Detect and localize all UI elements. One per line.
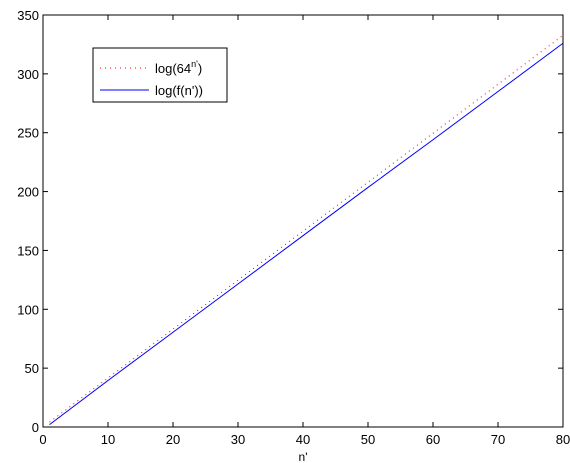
y-tick-label: 50 [25, 361, 39, 376]
x-tick-label: 40 [296, 432, 310, 447]
x-tick-label: 20 [166, 432, 180, 447]
y-tick-label: 250 [17, 126, 39, 141]
axes: 0 10 20 30 40 50 60 70 80 0 50 100 150 200 250 300 350 [17, 8, 570, 447]
legend-box [92, 47, 228, 103]
legend-label-dotted: log(64n') [155, 59, 202, 76]
x-axis-label: n' [299, 450, 308, 463]
x-tick-label: 10 [101, 432, 115, 447]
x-tick-label: 60 [426, 432, 440, 447]
y-tick-label: 350 [17, 8, 39, 23]
x-tick-label: 80 [556, 432, 570, 447]
plot-area [49, 34, 564, 426]
y-tick-label: 0 [32, 420, 39, 435]
x-tick-label: 50 [361, 432, 375, 447]
x-tick-label: 30 [231, 432, 245, 447]
series-line-solid [49, 42, 564, 426]
legend: log(64n') log(f(n')) [92, 47, 228, 103]
y-tick-label: 200 [17, 185, 39, 200]
y-tick-label: 150 [17, 243, 39, 258]
x-tick-label: 0 [39, 432, 46, 447]
series-line-dotted [49, 34, 564, 423]
y-tick-label: 100 [17, 302, 39, 317]
legend-label-solid: log(f(n')) [155, 83, 203, 98]
y-tick-label: 300 [17, 67, 39, 82]
x-tick-label: 70 [491, 432, 505, 447]
